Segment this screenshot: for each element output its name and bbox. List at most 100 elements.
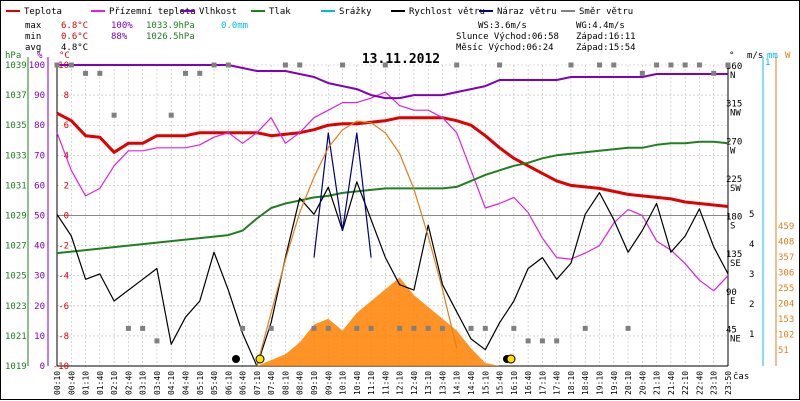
tick-pct: 50 xyxy=(34,212,45,222)
wind-direction-point xyxy=(182,70,188,76)
info-block: WS:3.6m/s WG:4.4m/s Slunce Východ:06:58 … xyxy=(456,21,636,53)
tick-x: 13:40 xyxy=(438,371,447,395)
wind-direction-point xyxy=(525,338,531,344)
tick-x: 01:10 xyxy=(82,371,91,395)
legend-label: Směr větru xyxy=(579,7,633,17)
tick-pct: 10 xyxy=(34,332,45,342)
tick-x: 23:50 xyxy=(724,371,733,395)
tick-celsius: -2 xyxy=(58,242,69,252)
legend-label: Náraz větru xyxy=(497,7,557,17)
wind-direction-point xyxy=(725,62,731,68)
tick-w: 459 xyxy=(778,222,794,232)
tick-x: 00:10 xyxy=(53,371,62,395)
wind-direction-point xyxy=(168,112,174,118)
stat-max-rain: 0.0mm xyxy=(221,21,248,31)
tick-w: 357 xyxy=(778,253,794,263)
tick-direction: 225 xyxy=(726,175,742,185)
axis-pct-label: % xyxy=(37,51,43,61)
axis-hpa-label: hPa xyxy=(5,51,21,61)
grid xyxy=(56,64,729,367)
tick-direction: 45 xyxy=(726,325,737,335)
tick-x: 11:10 xyxy=(367,371,376,395)
tick-ms: 5 xyxy=(749,210,754,220)
info-moon-rise: Měsíc Východ:06:24 xyxy=(456,43,554,53)
tick-ms: 3 xyxy=(749,270,754,280)
tick-x: 09:10 xyxy=(310,371,319,395)
axis-celsius-label: °C xyxy=(59,51,70,61)
legend: Teplota Přízemní teplota Vlhkost Tlak Srážky… xyxy=(6,7,633,17)
wind-direction-point xyxy=(597,62,603,68)
wind-direction-point xyxy=(225,62,231,68)
tick-x: 06:10 xyxy=(224,371,233,395)
stat-min-hum: 88% xyxy=(111,32,128,42)
info-ws: WS:3.6m/s xyxy=(478,21,527,31)
stat-min-temp: 0.6°C xyxy=(61,32,88,42)
tick-ms: 4 xyxy=(749,240,754,250)
wind-direction-point xyxy=(340,62,346,68)
tick-celsius: 6 xyxy=(64,121,69,131)
tick-x: 06:40 xyxy=(239,371,248,395)
tick-x: 10:40 xyxy=(353,371,362,395)
wind-direction-point xyxy=(668,62,674,68)
wind-direction-point xyxy=(497,62,503,68)
wind-direction-point xyxy=(268,325,274,331)
tick-hpa: 1031 xyxy=(5,181,27,191)
tick-x: 20:40 xyxy=(638,371,647,395)
wind-direction-point xyxy=(83,70,89,76)
series-line-tlak xyxy=(56,140,729,255)
series-solar-area xyxy=(57,277,728,366)
tick-direction-code: W xyxy=(730,146,736,156)
stats-block: max 6.8°C 100% 1033.9hPa 0.0mm min 0.6°C… xyxy=(25,21,248,53)
wind-direction-point xyxy=(140,325,146,331)
axis-direction-label: ° xyxy=(729,51,734,61)
tick-w: 255 xyxy=(778,284,794,294)
series-line-teplota xyxy=(56,111,729,208)
axis-w-label: W xyxy=(785,51,791,61)
tick-x: 05:40 xyxy=(210,371,219,395)
wind-direction-point xyxy=(554,338,560,344)
tick-w: 51 xyxy=(778,346,789,356)
wind-direction-point xyxy=(382,62,388,68)
tick-x: 12:40 xyxy=(410,371,419,395)
tick-direction: 270 xyxy=(726,137,742,147)
tick-x: 12:10 xyxy=(396,371,405,395)
tick-hpa: 1023 xyxy=(5,302,27,312)
tick-direction-code: SW xyxy=(730,184,741,194)
tick-celsius: -4 xyxy=(58,272,69,282)
tick-w: 153 xyxy=(778,315,794,325)
sunset-icon xyxy=(506,354,516,364)
tick-hpa: 1019 xyxy=(5,362,27,372)
tick-x: 18:40 xyxy=(581,371,590,395)
tick-x: 02:10 xyxy=(110,371,119,395)
tick-direction-code: N xyxy=(730,71,735,81)
wind-direction-point xyxy=(639,70,645,76)
tick-x: 02:40 xyxy=(124,371,133,395)
tick-w: 306 xyxy=(778,269,794,279)
tick-x: 09:40 xyxy=(324,371,333,395)
axis-x-label: čas xyxy=(733,371,749,382)
tick-w: 102 xyxy=(778,331,794,341)
legend-label: Vlhkost xyxy=(199,7,237,17)
tick-pct: 0 xyxy=(40,362,45,372)
stat-max-temp: 6.8°C xyxy=(61,21,88,31)
tick-x: 01:40 xyxy=(96,371,105,395)
tick-direction: 135 xyxy=(726,250,742,260)
wind-direction-point xyxy=(297,62,303,68)
tick-x: 19:10 xyxy=(596,371,605,395)
stat-min-label: min xyxy=(25,32,41,42)
tick-hpa: 1035 xyxy=(5,121,27,131)
tick-x: 08:40 xyxy=(296,371,305,395)
tick-x: 19:40 xyxy=(610,371,619,395)
tick-direction-code: S xyxy=(730,222,735,232)
tick-x: 11:40 xyxy=(381,371,390,395)
wind-direction-point xyxy=(54,62,60,68)
wind-direction-point xyxy=(125,325,131,331)
series-line-p-zemn-teplota xyxy=(56,91,729,292)
tick-w: 408 xyxy=(778,238,794,248)
tick-x: 23:10 xyxy=(710,371,719,395)
markers xyxy=(232,354,516,364)
wind-direction-point xyxy=(582,325,588,331)
tick-x: 04:40 xyxy=(181,371,190,395)
tick-x: 18:10 xyxy=(567,371,576,395)
